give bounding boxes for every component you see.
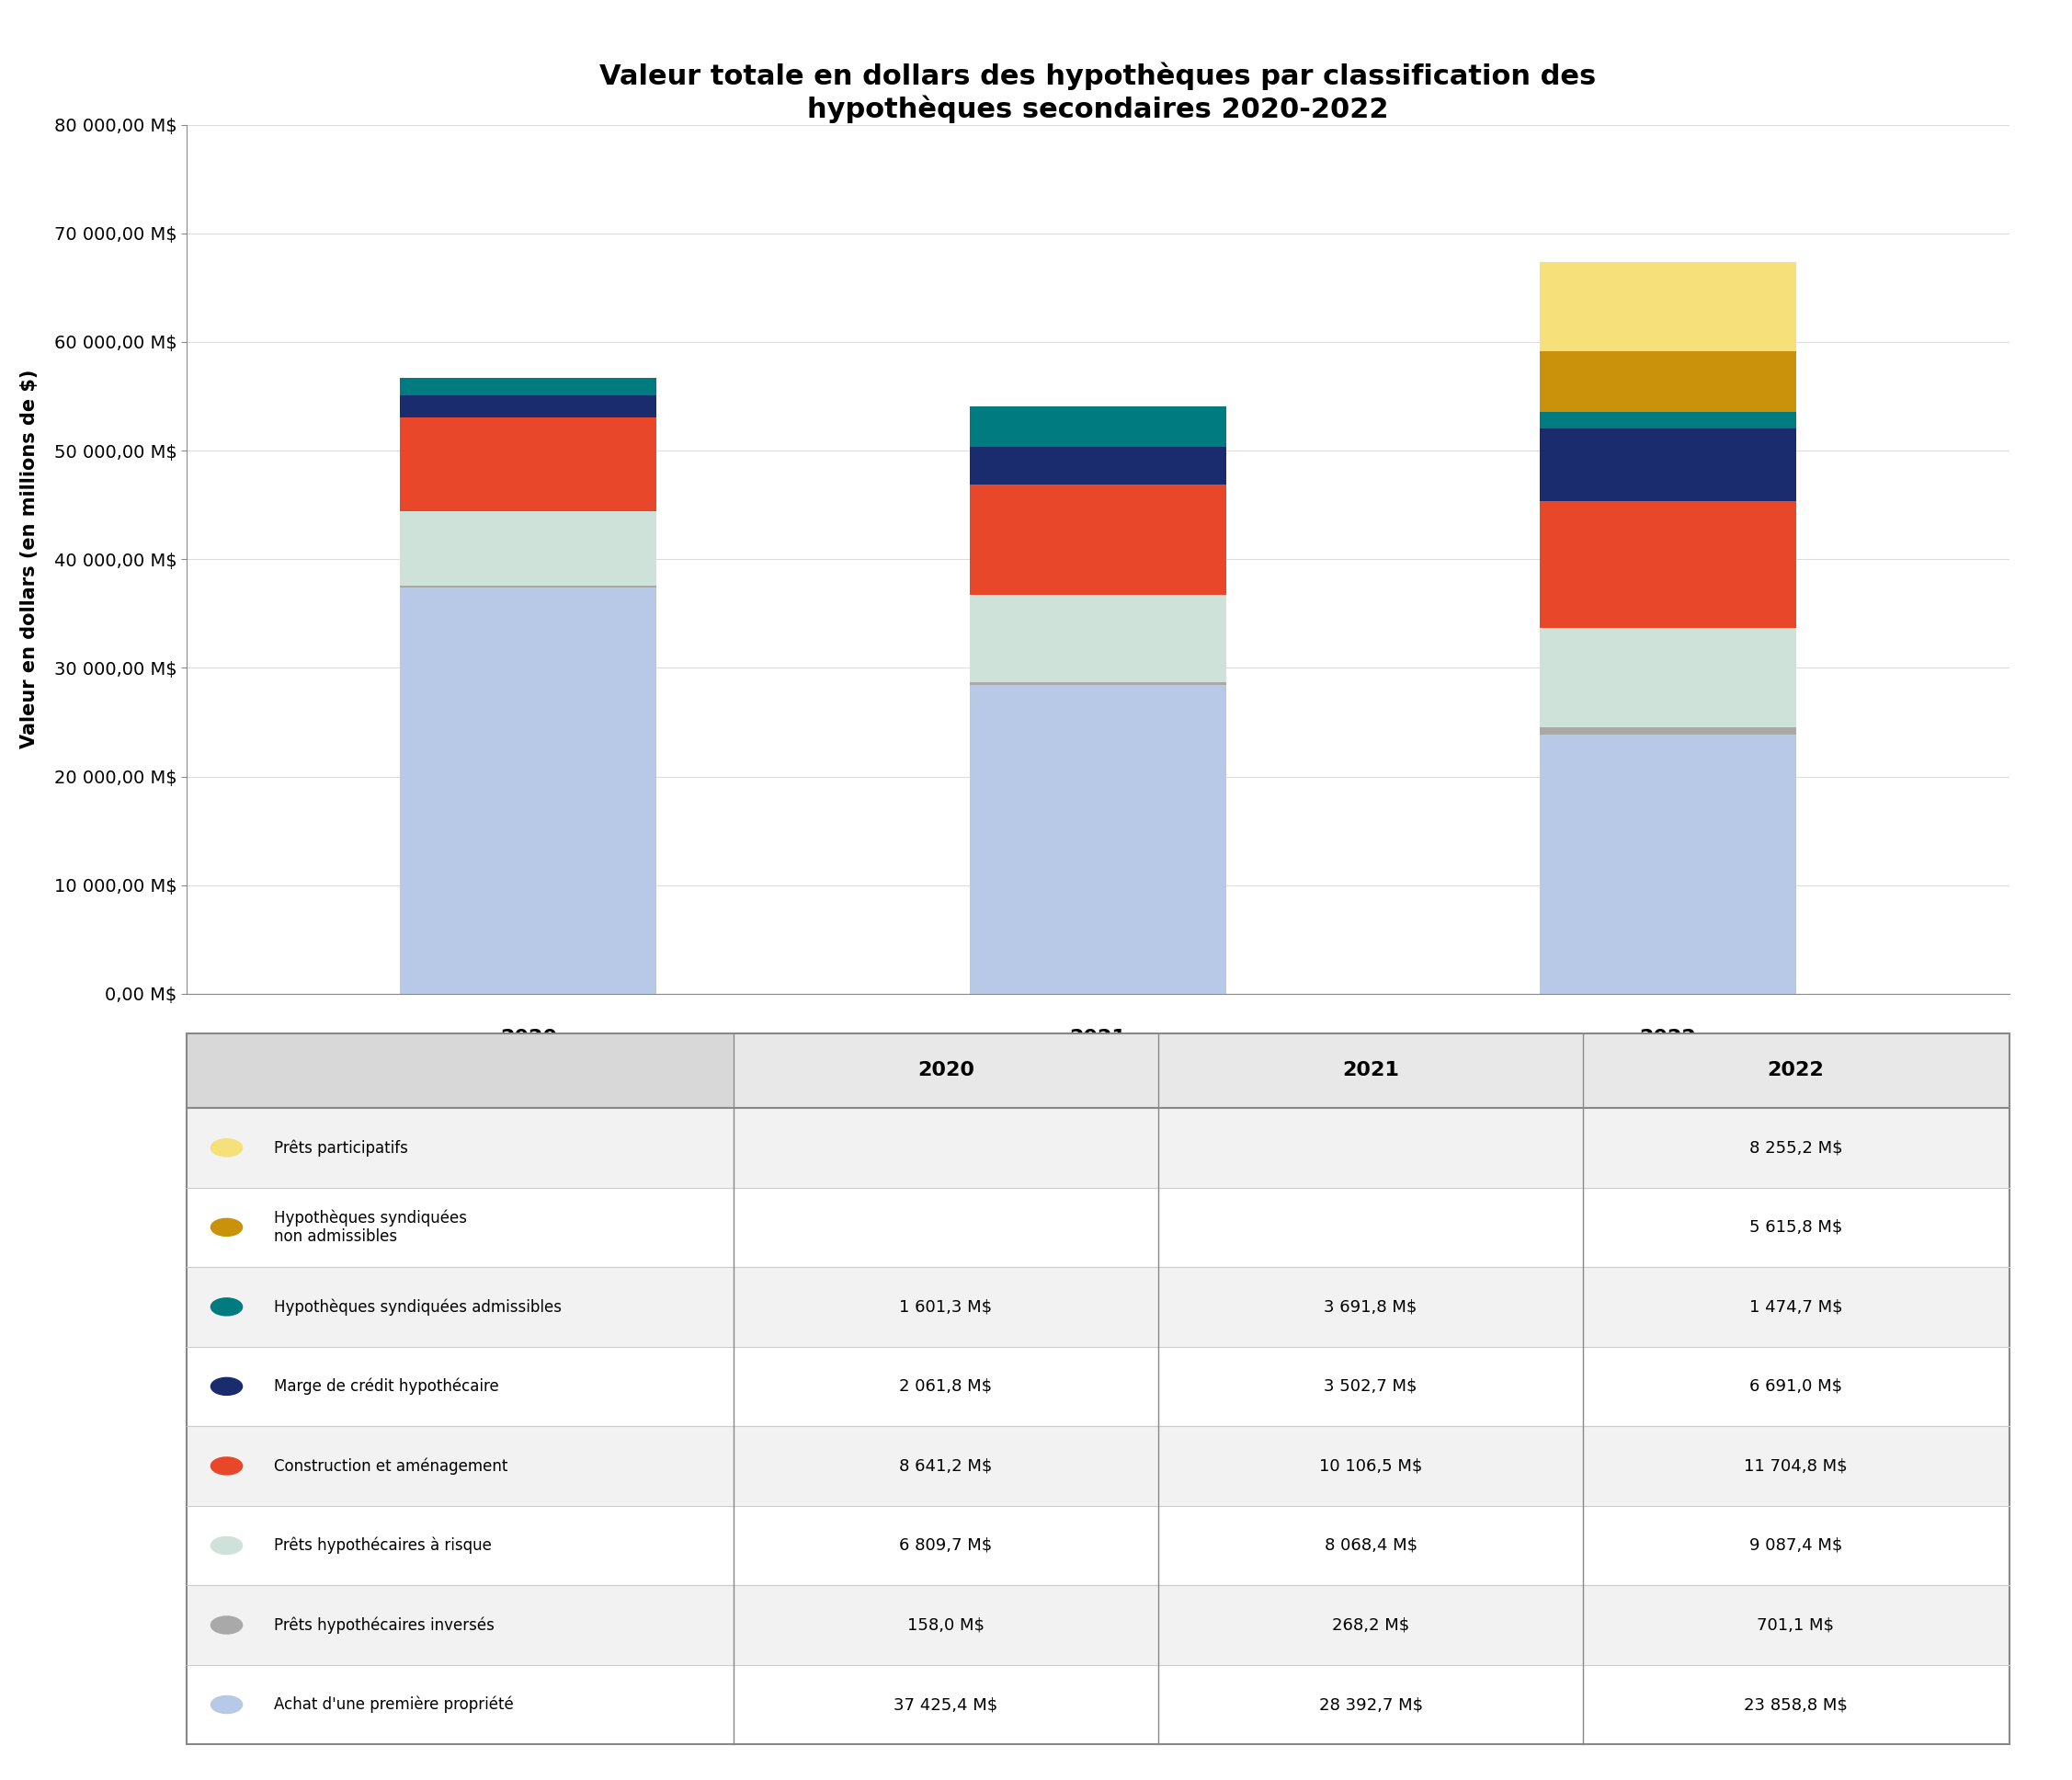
Bar bbox=[1539, 500, 1796, 628]
Ellipse shape bbox=[211, 1219, 242, 1235]
Ellipse shape bbox=[211, 1616, 242, 1634]
Text: Hypothèques syndiquées
non admissibles: Hypothèques syndiquées non admissibles bbox=[274, 1209, 466, 1246]
Bar bbox=[1539, 628, 1796, 726]
Text: Construction et aménagement: Construction et aménagement bbox=[274, 1458, 508, 1474]
Text: 2 061,8 M$: 2 061,8 M$ bbox=[899, 1378, 992, 1396]
Text: 2021: 2021 bbox=[1069, 1029, 1127, 1047]
Bar bbox=[186, 1347, 733, 1426]
Y-axis label: Valeur en dollars (en millions de $): Valeur en dollars (en millions de $) bbox=[21, 370, 39, 749]
Ellipse shape bbox=[211, 1378, 242, 1396]
Bar bbox=[186, 1187, 733, 1267]
Bar bbox=[1583, 1107, 2008, 1187]
Text: 9 087,4 M$: 9 087,4 M$ bbox=[1749, 1538, 1842, 1554]
Bar bbox=[400, 395, 657, 418]
Bar bbox=[733, 1267, 1158, 1347]
Bar bbox=[400, 377, 657, 395]
Bar bbox=[400, 587, 657, 993]
Bar bbox=[186, 1032, 733, 1107]
Bar bbox=[1158, 1586, 1583, 1664]
Bar bbox=[733, 1664, 1158, 1744]
Bar bbox=[1158, 1267, 1583, 1347]
Bar bbox=[733, 1426, 1158, 1506]
Bar bbox=[186, 1426, 733, 1506]
Bar bbox=[733, 1107, 1158, 1187]
Text: 3 691,8 M$: 3 691,8 M$ bbox=[1324, 1299, 1417, 1315]
Text: 6 809,7 M$: 6 809,7 M$ bbox=[899, 1538, 992, 1554]
Text: 2021: 2021 bbox=[1343, 1061, 1399, 1080]
Text: Prêts participatifs: Prêts participatifs bbox=[274, 1139, 408, 1157]
Text: Achat d'une première propriété: Achat d'une première propriété bbox=[274, 1696, 514, 1712]
Text: 2020: 2020 bbox=[918, 1061, 974, 1080]
Bar bbox=[186, 1107, 733, 1187]
Bar bbox=[400, 418, 657, 511]
Bar bbox=[1583, 1187, 2008, 1267]
Bar bbox=[1583, 1347, 2008, 1426]
Text: 6 691,0 M$: 6 691,0 M$ bbox=[1749, 1378, 1842, 1396]
Bar bbox=[733, 1032, 1158, 1107]
Bar bbox=[1158, 1506, 1583, 1586]
Bar bbox=[186, 1267, 733, 1347]
Text: 8 068,4 M$: 8 068,4 M$ bbox=[1324, 1538, 1417, 1554]
Bar bbox=[186, 1506, 733, 1586]
Bar bbox=[970, 682, 1227, 685]
Ellipse shape bbox=[211, 1536, 242, 1554]
Ellipse shape bbox=[211, 1139, 242, 1157]
Text: 23 858,8 M$: 23 858,8 M$ bbox=[1745, 1696, 1848, 1712]
Bar bbox=[1583, 1267, 2008, 1347]
Text: 268,2 M$: 268,2 M$ bbox=[1332, 1616, 1409, 1634]
Bar bbox=[1539, 262, 1796, 351]
Bar bbox=[733, 1347, 1158, 1426]
Bar bbox=[1583, 1426, 2008, 1506]
Text: 701,1 M$: 701,1 M$ bbox=[1757, 1616, 1834, 1634]
Bar bbox=[1583, 1664, 2008, 1744]
Bar bbox=[733, 1187, 1158, 1267]
Bar bbox=[970, 595, 1227, 682]
Bar bbox=[1539, 726, 1796, 735]
Bar bbox=[1158, 1664, 1583, 1744]
Bar bbox=[1539, 429, 1796, 500]
Text: Valeur totale en dollars des hypothèques par classification des
hypothèques seco: Valeur totale en dollars des hypothèques… bbox=[599, 62, 1598, 123]
Bar bbox=[186, 1586, 733, 1664]
Bar bbox=[970, 685, 1227, 993]
Bar bbox=[970, 408, 1227, 447]
Text: 158,0 M$: 158,0 M$ bbox=[908, 1616, 984, 1634]
Bar bbox=[1583, 1032, 2008, 1107]
Bar bbox=[1583, 1586, 2008, 1664]
Text: 11 704,8 M$: 11 704,8 M$ bbox=[1745, 1458, 1848, 1474]
Ellipse shape bbox=[211, 1458, 242, 1474]
Text: 8 641,2 M$: 8 641,2 M$ bbox=[899, 1458, 992, 1474]
Bar bbox=[970, 447, 1227, 484]
Text: 1 474,7 M$: 1 474,7 M$ bbox=[1749, 1299, 1842, 1315]
Text: 2022: 2022 bbox=[1639, 1029, 1697, 1047]
Bar bbox=[186, 1664, 733, 1744]
Text: 2020: 2020 bbox=[499, 1029, 557, 1047]
Text: 3 502,7 M$: 3 502,7 M$ bbox=[1324, 1378, 1417, 1396]
Text: Prêts hypothécaires à risque: Prêts hypothécaires à risque bbox=[274, 1536, 491, 1554]
Bar bbox=[1583, 1506, 2008, 1586]
Text: 10 106,5 M$: 10 106,5 M$ bbox=[1320, 1458, 1421, 1474]
Text: Prêts hypothécaires inversés: Prêts hypothécaires inversés bbox=[274, 1616, 495, 1634]
Bar bbox=[733, 1506, 1158, 1586]
Bar bbox=[1539, 351, 1796, 413]
Text: 8 255,2 M$: 8 255,2 M$ bbox=[1749, 1139, 1842, 1155]
Text: 5 615,8 M$: 5 615,8 M$ bbox=[1749, 1219, 1842, 1235]
Bar bbox=[1158, 1347, 1583, 1426]
Bar bbox=[970, 484, 1227, 595]
Text: 28 392,7 M$: 28 392,7 M$ bbox=[1318, 1696, 1423, 1712]
Bar bbox=[400, 511, 657, 586]
Ellipse shape bbox=[211, 1298, 242, 1315]
Text: 37 425,4 M$: 37 425,4 M$ bbox=[893, 1696, 999, 1712]
Bar bbox=[1539, 735, 1796, 993]
Text: Marge de crédit hypothécaire: Marge de crédit hypothécaire bbox=[274, 1378, 499, 1396]
Bar bbox=[1158, 1107, 1583, 1187]
Text: Hypothèques syndiquées admissibles: Hypothèques syndiquées admissibles bbox=[274, 1298, 562, 1315]
Bar bbox=[1158, 1032, 1583, 1107]
Bar bbox=[1158, 1426, 1583, 1506]
Text: 2022: 2022 bbox=[1767, 1061, 1823, 1080]
Bar bbox=[733, 1586, 1158, 1664]
Ellipse shape bbox=[211, 1696, 242, 1714]
Bar bbox=[1539, 413, 1796, 429]
Text: 1 601,3 M$: 1 601,3 M$ bbox=[899, 1299, 992, 1315]
Bar bbox=[1158, 1187, 1583, 1267]
